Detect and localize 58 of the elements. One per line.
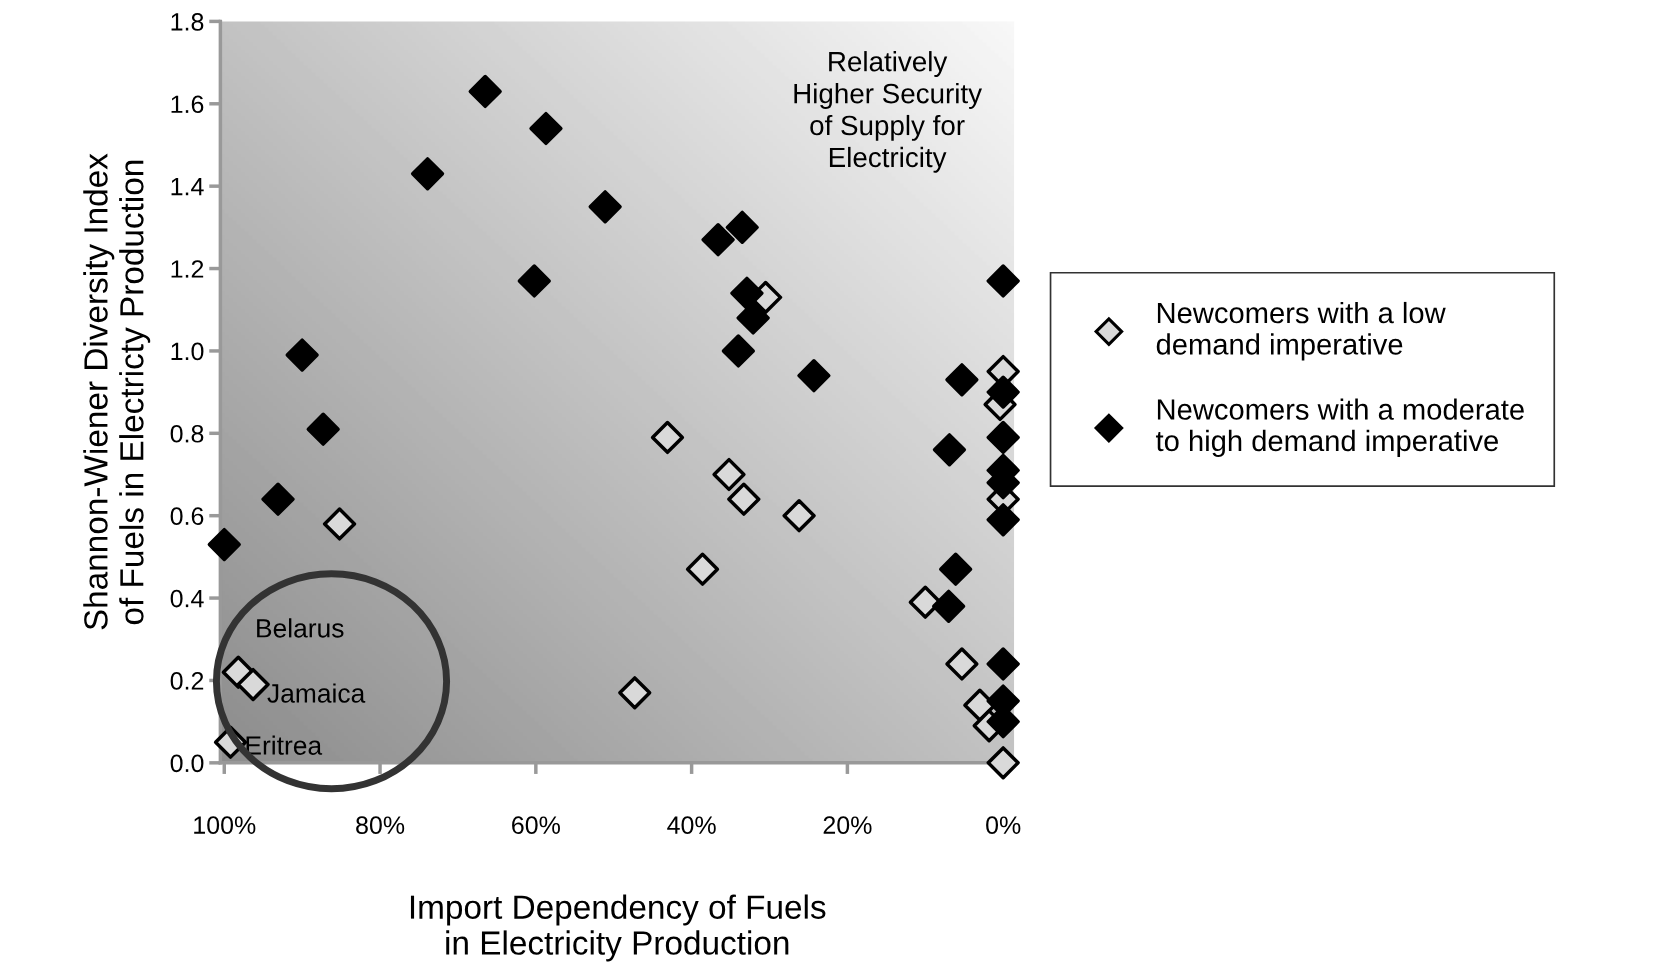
y-tick-label: 0.0 (170, 754, 204, 773)
y-tick-label: 1.4 (171, 178, 204, 196)
point (986, 264, 1020, 298)
y-tick-label: 1.2 (171, 260, 204, 278)
point (517, 264, 551, 298)
x-axis-title: Import Dependency of Fuels in Electricity Production (410, 894, 826, 962)
point (782, 499, 816, 533)
point (932, 433, 967, 467)
x-tick-label: 60% (512, 816, 560, 834)
legend-label: Newcomers with a low demand imperative (1156, 301, 1446, 361)
point (939, 552, 973, 586)
point (727, 482, 761, 516)
point (986, 746, 1020, 780)
point (207, 527, 241, 562)
annotation: Relatively Higher Security of Supply for Electricity (794, 51, 982, 173)
point (468, 74, 502, 109)
y-tick-label: 0.2 (170, 672, 204, 690)
point (932, 589, 966, 623)
point (650, 420, 685, 455)
point (986, 647, 1020, 681)
y-tick-label: 1.0 (171, 342, 204, 361)
point (730, 276, 764, 310)
point (588, 190, 622, 224)
annotation: Jamaica (267, 683, 366, 703)
point (685, 552, 720, 586)
y-tick-label: 1.8 (171, 13, 204, 31)
point (908, 585, 942, 619)
point (410, 157, 445, 191)
point (306, 412, 340, 446)
point (986, 503, 1020, 537)
annotation: Belarus (257, 618, 344, 638)
annotation: Eritrea (246, 735, 323, 755)
point (945, 647, 979, 681)
point (945, 363, 979, 397)
x-tick-label: 100% (194, 816, 256, 834)
point (736, 301, 770, 335)
x-tick-label: 80% (356, 816, 405, 834)
y-tick-label: 0.6 (170, 507, 204, 525)
point (261, 482, 295, 516)
y-tick-label: 0.4 (170, 589, 204, 608)
point (529, 111, 563, 146)
y-tick-label: 0.8 (170, 424, 204, 443)
point (721, 334, 755, 368)
point (986, 375, 1020, 409)
x-tick-label: 20% (823, 816, 872, 834)
x-tick-label: 0% (986, 816, 1021, 834)
y-axis-title: Shannon-Wiener Diversity Index of Fuels in Electricty Production (83, 153, 151, 630)
point (986, 420, 1020, 455)
point (285, 338, 319, 372)
point (712, 457, 746, 492)
point (701, 223, 735, 257)
point (322, 507, 357, 541)
point (725, 210, 759, 244)
point (797, 359, 831, 393)
point (618, 676, 652, 710)
x-tick-label: 40% (667, 816, 716, 834)
y-tick-label: 1.6 (171, 95, 204, 114)
legend-label: Newcomers with a moderate to high demand imperative (1155, 398, 1524, 458)
